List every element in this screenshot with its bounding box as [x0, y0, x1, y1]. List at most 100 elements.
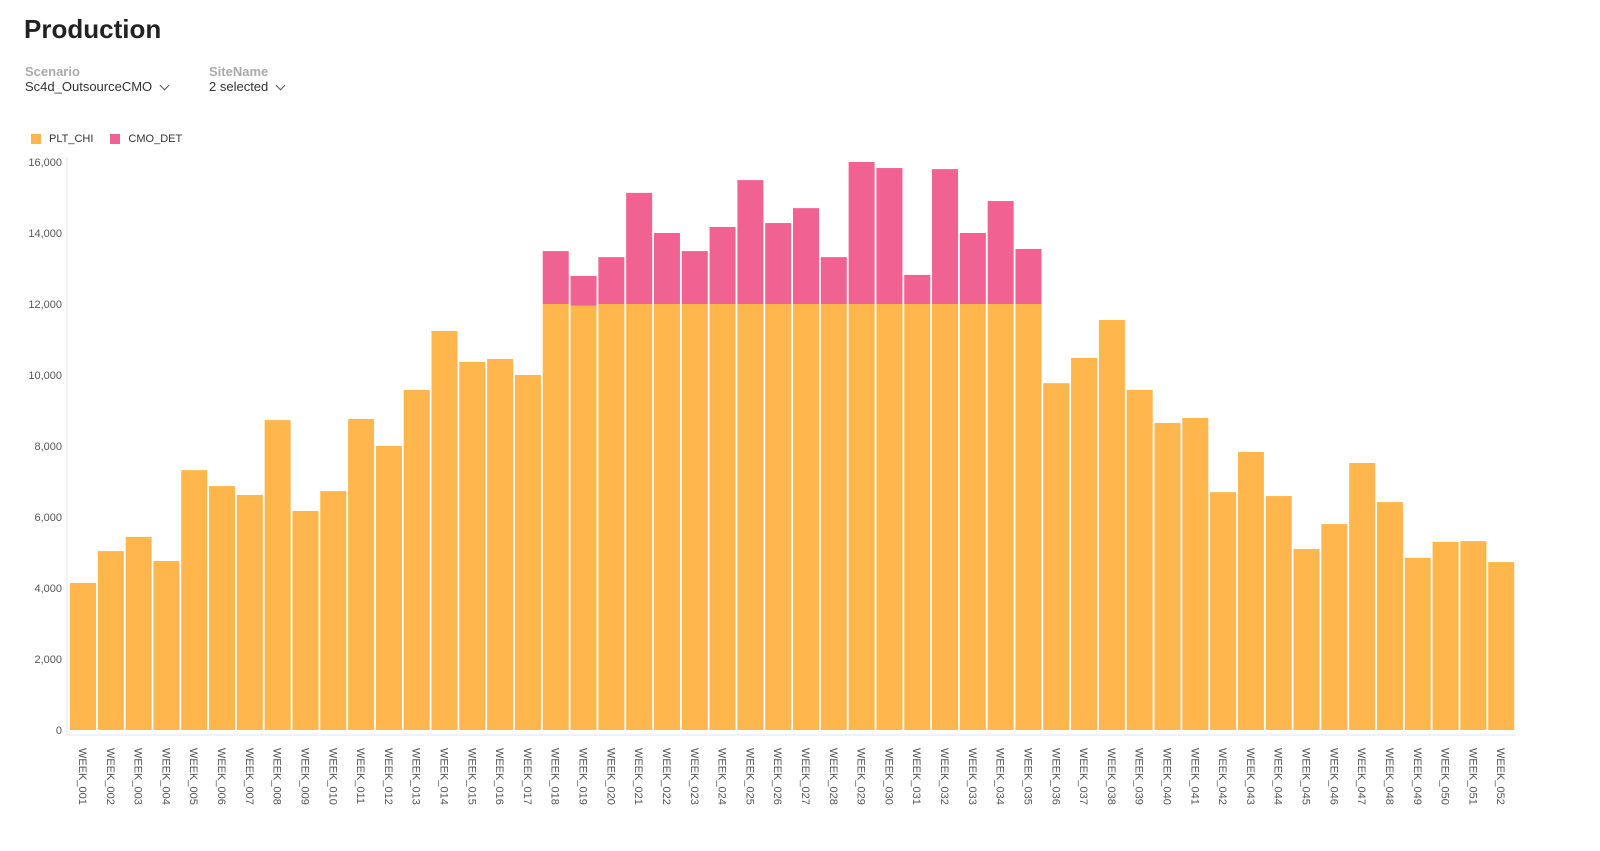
- x-tick-label: WEEK_047: [1355, 748, 1367, 805]
- bar-plt-chi: [904, 304, 931, 730]
- y-tick-label: 8,000: [34, 441, 62, 453]
- bar-cmo-det: [820, 257, 847, 304]
- bar-plt-chi: [1460, 541, 1487, 730]
- bar-plt-chi: [1432, 541, 1459, 730]
- x-tick-label: WEEK_027: [799, 748, 811, 805]
- bar-cmo-det: [653, 233, 680, 304]
- bar-plt-chi: [153, 561, 180, 730]
- x-tick-label: WEEK_042: [1216, 748, 1228, 805]
- sitename-label: SiteName: [209, 64, 269, 79]
- bar-plt-chi: [1071, 357, 1098, 730]
- y-tick-label: 6,000: [34, 512, 62, 524]
- bar-cmo-det: [932, 169, 959, 304]
- legend-item-cmo-det[interactable]: CMO_DET: [110, 133, 182, 145]
- bar-plt-chi: [1321, 524, 1348, 730]
- bar-plt-chi: [681, 304, 708, 730]
- bar-plt-chi: [125, 536, 152, 730]
- y-tick-label: 10,000: [28, 370, 62, 382]
- bar-plt-chi: [97, 551, 124, 730]
- y-tick-label: 2,000: [34, 654, 62, 666]
- bar-cmo-det: [959, 233, 986, 304]
- bar-cmo-det: [1015, 248, 1042, 304]
- x-tick-label: WEEK_043: [1244, 748, 1256, 805]
- y-tick-label: 16,000: [28, 157, 62, 169]
- bar-cmo-det: [570, 275, 597, 306]
- bar-cmo-det: [904, 274, 931, 304]
- bar-cmo-det: [987, 201, 1014, 304]
- sitename-filter[interactable]: SiteName 2 selected: [209, 64, 286, 95]
- x-tick-label: WEEK_004: [159, 748, 171, 805]
- bar-plt-chi: [1182, 417, 1209, 730]
- x-tick-label: WEEK_016: [493, 748, 505, 805]
- x-tick-label: WEEK_040: [1161, 748, 1173, 805]
- x-tick-label: WEEK_035: [1021, 748, 1033, 805]
- x-tick-label: WEEK_021: [632, 748, 644, 805]
- bar-plt-chi: [1210, 492, 1237, 730]
- x-tick-label: WEEK_041: [1188, 748, 1200, 805]
- x-tick-label: WEEK_033: [966, 748, 978, 805]
- x-tick-label: WEEK_024: [716, 748, 728, 805]
- x-tick-label: WEEK_020: [604, 748, 616, 805]
- scenario-filter[interactable]: Scenario Sc4d_OutsourceCMO: [25, 65, 170, 95]
- x-tick-label: WEEK_046: [1327, 748, 1339, 805]
- bar-plt-chi: [653, 304, 680, 730]
- bar-cmo-det: [793, 208, 820, 304]
- y-tick-label: 4,000: [34, 583, 62, 595]
- bar-plt-chi: [570, 305, 597, 730]
- bar-plt-chi: [1488, 562, 1515, 730]
- bar-cmo-det: [876, 168, 903, 304]
- bar-plt-chi: [709, 304, 736, 730]
- bar-plt-chi: [514, 375, 541, 730]
- x-tick-label: WEEK_028: [827, 748, 839, 805]
- x-tick-label: WEEK_044: [1272, 748, 1284, 805]
- legend-label: CMO_DET: [128, 133, 183, 145]
- x-tick-label: WEEK_023: [688, 748, 700, 805]
- bar-plt-chi: [959, 304, 986, 730]
- x-tick-label: WEEK_038: [1105, 748, 1117, 805]
- bar-plt-chi: [403, 389, 430, 730]
- y-tick-label: 14,000: [28, 228, 62, 240]
- x-tick-label: WEEK_012: [382, 748, 394, 805]
- legend-swatch: [110, 134, 121, 144]
- x-tick-label: WEEK_014: [438, 748, 450, 805]
- chart-legend: PLT_CHI CMO_DET: [31, 133, 182, 145]
- bar-plt-chi: [1404, 557, 1431, 730]
- bar-plt-chi: [1349, 463, 1376, 730]
- bar-plt-chi: [320, 491, 347, 730]
- page-title: Production: [24, 14, 162, 44]
- x-tick-label: WEEK_048: [1383, 748, 1395, 805]
- legend-item-plt-chi[interactable]: PLT_CHI: [31, 133, 93, 145]
- x-tick-label: WEEK_005: [187, 748, 199, 805]
- bar-plt-chi: [1043, 383, 1070, 730]
- x-tick-label: WEEK_006: [215, 748, 227, 805]
- bar-cmo-det: [848, 162, 875, 304]
- bar-cmo-det: [709, 226, 736, 304]
- bar-plt-chi: [737, 304, 764, 730]
- x-tick-label: WEEK_013: [410, 748, 422, 805]
- bar-cmo-det: [765, 223, 792, 304]
- bar-cmo-det: [626, 192, 653, 304]
- x-tick-label: WEEK_022: [660, 748, 672, 805]
- x-tick-label: WEEK_034: [994, 748, 1006, 805]
- bar-plt-chi: [1293, 548, 1320, 730]
- x-tick-label: WEEK_050: [1439, 748, 1451, 805]
- x-tick-label: WEEK_015: [465, 748, 477, 805]
- bar-plt-chi: [375, 446, 402, 730]
- scenario-dropdown[interactable]: Sc4d_OutsourceCMO: [25, 79, 170, 95]
- x-tick-label: WEEK_008: [271, 748, 283, 805]
- x-tick-label: WEEK_029: [855, 748, 867, 805]
- bar-plt-chi: [292, 510, 319, 730]
- scenario-value: Sc4d_OutsourceCMO: [25, 79, 153, 94]
- bar-plt-chi: [1154, 422, 1181, 730]
- bar-cmo-det: [598, 257, 625, 304]
- bar-plt-chi: [1098, 319, 1125, 730]
- sitename-dropdown[interactable]: 2 selected: [209, 79, 286, 95]
- bar-plt-chi: [765, 304, 792, 730]
- bar-plt-chi: [1015, 304, 1042, 730]
- bar-plt-chi: [264, 420, 291, 730]
- x-tick-label: WEEK_001: [76, 748, 88, 805]
- x-tick-label: WEEK_011: [354, 748, 366, 804]
- x-tick-label: WEEK_003: [132, 748, 144, 805]
- bar-plt-chi: [1265, 496, 1292, 730]
- bar-plt-chi: [236, 494, 263, 730]
